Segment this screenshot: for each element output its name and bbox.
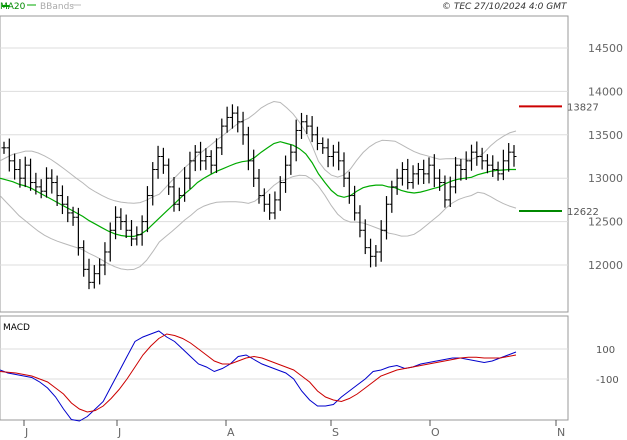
copyright-text: © TEC 27/10/2024 4:0 GMT [442,2,568,12]
bband-lower [0,174,517,271]
bband-upper [0,100,517,204]
macd-series-line [0,330,517,422]
price-tick-label: 13000 [588,172,623,185]
macd-title: MACD [3,323,30,333]
ma20-polyline [0,141,516,237]
macd-lines [0,330,517,422]
signal-series-line [0,333,517,413]
price-tick-label: 12500 [588,216,623,229]
price-panel-frame [0,15,569,313]
x-month-label: S [332,426,339,439]
x-month-label: O [431,426,440,439]
grid [0,47,568,380]
macd-tick-label: 100 [596,345,615,356]
x-month-label: J [117,426,121,439]
price-tick-label: 13500 [588,129,623,142]
ohlc-bars [1,104,517,290]
resistance-label: 13827 [567,102,599,113]
ma20-line [0,141,516,237]
bollinger-bands [0,100,517,271]
price-tick-label: 12000 [588,259,623,272]
price-tick-label: 14000 [588,85,623,98]
y-axis-ticks: 12000 12500 13000 13500 14000 14500 100 -100 [588,42,623,386]
bbands-legend-label: BBands [40,2,74,12]
level-lines: 13827 12622 [519,102,599,218]
macd-tick-label: -100 [596,375,619,386]
support-label: 12622 [567,207,599,218]
ma-legend-label: MA20 [0,2,26,12]
price-tick-label: 14500 [588,42,623,55]
macd-panel-frame [0,315,569,421]
x-month-label: N [557,426,565,439]
x-month-label: A [227,426,235,439]
x-month-label: J [24,426,28,439]
